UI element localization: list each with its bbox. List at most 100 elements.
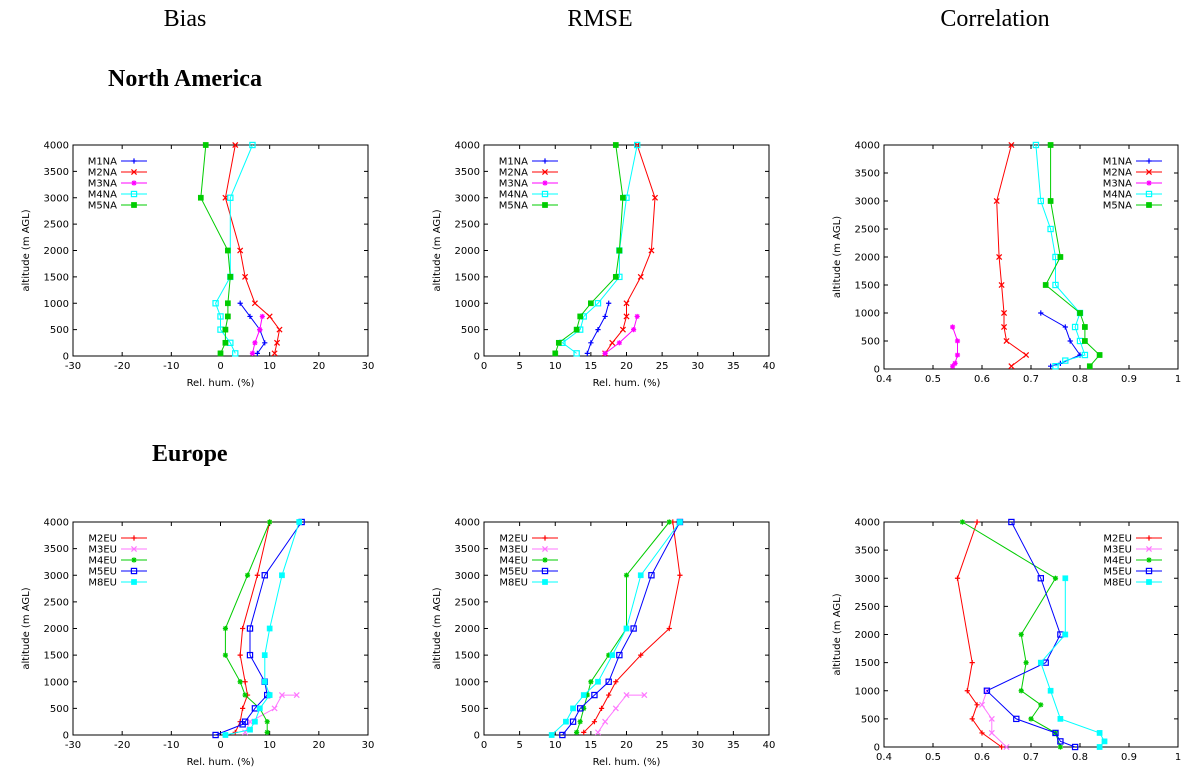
series-m2eu <box>581 519 683 735</box>
x-tick-label: 0.6 <box>974 374 990 385</box>
series-line <box>981 690 1007 748</box>
data-point <box>1052 363 1059 370</box>
data-point <box>271 350 278 357</box>
data-point <box>638 652 644 658</box>
data-point <box>264 719 270 725</box>
data-point <box>259 313 265 320</box>
data-point <box>623 692 630 699</box>
series-m2eu <box>954 519 1005 750</box>
y-tick-label: 1000 <box>855 686 880 697</box>
x-tick-label: 20 <box>312 361 325 372</box>
series-m8eu <box>222 519 303 738</box>
x-tick-label: 0.5 <box>925 752 941 763</box>
legend-label: M1NA <box>1103 157 1132 168</box>
x-tick-label: -20 <box>114 361 130 372</box>
data-point <box>595 327 601 333</box>
data-point <box>1018 631 1024 638</box>
y-tick-label: 3000 <box>455 193 480 204</box>
y-axis-label: altitude (m AGL) <box>432 209 443 291</box>
data-point <box>296 519 303 525</box>
data-point <box>1062 324 1068 330</box>
data-point <box>1038 310 1044 316</box>
data-point <box>266 692 273 698</box>
legend-marker <box>130 190 138 198</box>
data-point <box>570 705 576 712</box>
y-tick-label: 2000 <box>855 630 880 641</box>
legend-label: M5NA <box>499 201 528 212</box>
legend-label: M4EU <box>499 556 528 567</box>
series-line <box>561 144 638 354</box>
data-point <box>1077 310 1083 316</box>
legend-label: M8EU <box>1103 578 1132 589</box>
data-point <box>222 732 229 738</box>
y-tick-label: 1500 <box>455 651 480 662</box>
data-point <box>237 300 243 306</box>
data-point <box>950 324 956 330</box>
y-tick-label: 2000 <box>44 246 69 257</box>
data-point <box>1052 575 1059 581</box>
x-tick-label: 10 <box>263 361 276 372</box>
y-tick-label: 2500 <box>44 220 69 231</box>
x-tick-label: 0.7 <box>1023 374 1039 385</box>
data-point <box>252 340 258 346</box>
y-tick-label: 2500 <box>855 225 880 236</box>
data-point <box>1047 687 1054 694</box>
series-m3na <box>602 313 640 356</box>
y-tick-label: 4000 <box>44 518 69 529</box>
series-m5na <box>1042 142 1103 370</box>
legend-marker <box>542 579 548 585</box>
y-tick-label: 1000 <box>44 299 69 310</box>
x-tick-label: 1 <box>1175 374 1181 385</box>
series-m4eu <box>574 519 672 735</box>
data-point <box>581 705 587 711</box>
y-axis-label: altitude (m AGL) <box>21 209 32 291</box>
legend-label: M1NA <box>499 157 528 168</box>
data-point <box>1047 142 1054 148</box>
data-point <box>1081 351 1089 359</box>
legend-label: M3EU <box>1103 545 1132 556</box>
x-tick-label: 15 <box>585 740 598 751</box>
y-tick-label: 1500 <box>855 281 880 292</box>
data-point <box>623 313 630 320</box>
data-point <box>952 360 958 366</box>
y-tick-label: 3500 <box>455 167 480 178</box>
data-point <box>1018 688 1024 694</box>
data-point <box>266 313 273 320</box>
series-m5na <box>197 142 234 357</box>
legend-label: M3NA <box>499 179 528 190</box>
x-tick-label: 15 <box>585 361 598 372</box>
data-point <box>242 273 249 280</box>
data-point <box>1057 738 1064 745</box>
data-point <box>555 339 562 346</box>
y-tick-label: 3500 <box>855 169 880 180</box>
data-point <box>969 660 975 666</box>
legend-marker <box>542 180 548 186</box>
legend-label: M4EU <box>88 556 117 567</box>
series-m3eu <box>978 687 1010 751</box>
data-point <box>274 339 281 346</box>
x-tick-label: -10 <box>163 361 179 372</box>
data-point <box>1096 352 1103 358</box>
legend-label: M2EU <box>88 534 117 545</box>
data-point <box>1008 141 1015 149</box>
x-tick-label: 0 <box>481 740 487 751</box>
data-point <box>266 625 273 632</box>
data-point <box>602 313 608 320</box>
data-point <box>1062 357 1069 364</box>
x-tick-label: 30 <box>362 361 375 372</box>
data-point <box>232 141 239 149</box>
legend-marker <box>542 202 548 208</box>
data-point <box>261 572 268 579</box>
series-m2na <box>993 141 1030 370</box>
data-point <box>241 718 249 725</box>
legend-marker <box>130 168 138 176</box>
data-point <box>616 340 622 346</box>
plot-frame <box>883 521 1179 748</box>
y-tick-label: 1500 <box>455 272 480 283</box>
legend-label: M4NA <box>499 190 528 201</box>
